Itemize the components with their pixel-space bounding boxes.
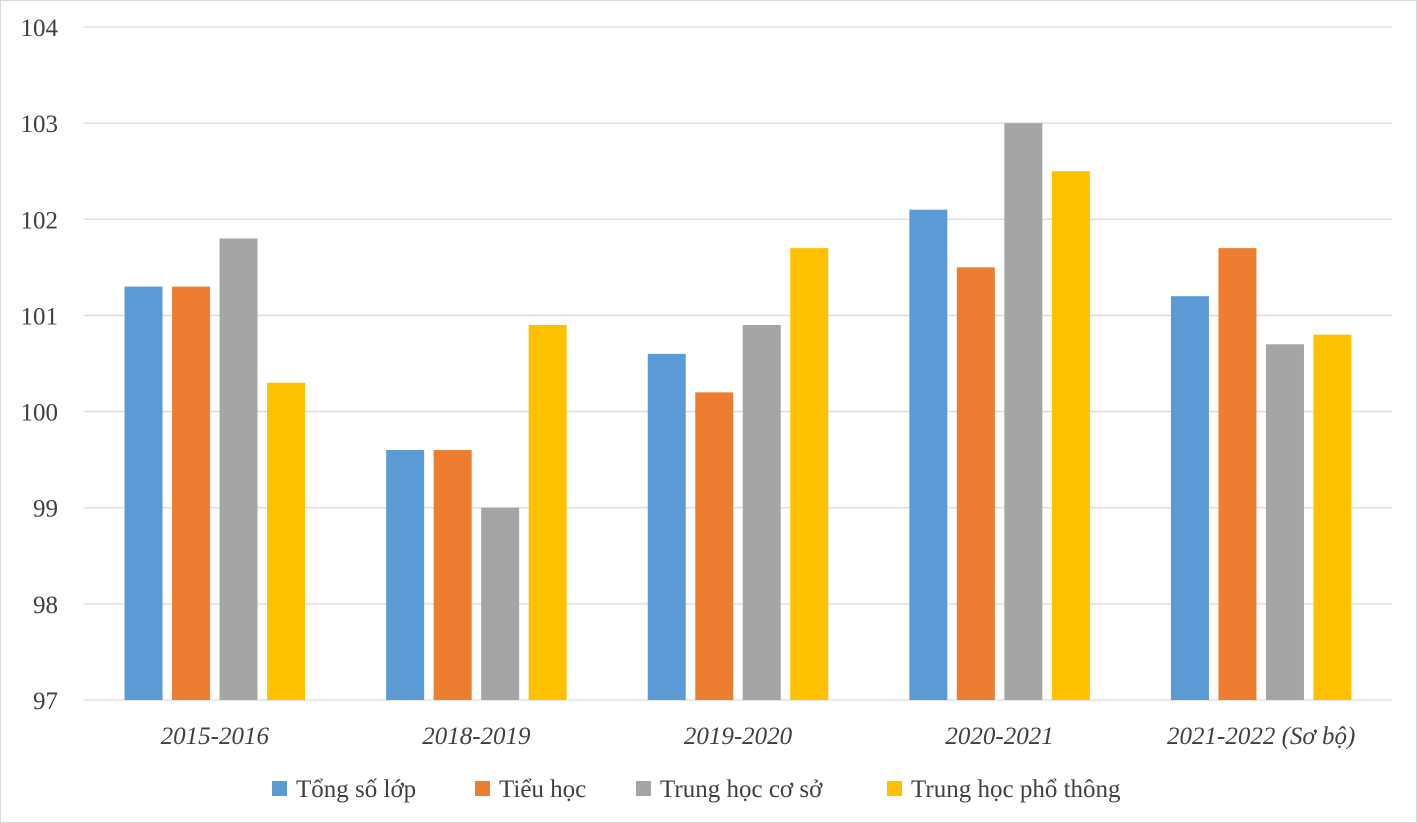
- legend-swatch: [887, 781, 902, 796]
- bar: [956, 267, 995, 700]
- bar: [647, 353, 686, 700]
- legend-swatch: [272, 781, 287, 796]
- bar: [1170, 296, 1209, 700]
- legend-label: Trung học cơ sở: [660, 776, 823, 803]
- x-tick-label: 2021-2022 (Sơ bộ): [1167, 723, 1355, 750]
- bars: [124, 123, 1352, 700]
- y-axis-ticks: 97 98 99 100 101 102 103 104: [21, 15, 59, 715]
- bar: [124, 286, 163, 700]
- x-tick-label: 2015-2016: [161, 723, 270, 750]
- bar: [695, 392, 734, 700]
- y-tick-label: 98: [33, 592, 58, 619]
- x-tick-label: 2020-2021: [945, 723, 1053, 750]
- legend-label: Tiểu học: [499, 776, 586, 803]
- bar: [1218, 248, 1257, 700]
- y-tick-label: 103: [21, 111, 59, 138]
- x-tick-label: 2018-2019: [422, 723, 531, 750]
- legend-label: Tổng số lớp: [296, 776, 416, 803]
- y-tick-label: 100: [21, 400, 59, 427]
- bar: [1313, 334, 1352, 700]
- bar: [433, 450, 472, 700]
- y-tick-label: 101: [21, 303, 59, 330]
- x-axis-categories: 2015-2016 2018-2019 2019-2020 2020-2021 2021…: [161, 723, 1356, 750]
- y-tick-label: 99: [33, 496, 58, 523]
- bar: [528, 325, 567, 700]
- x-tick-label: 2019-2020: [684, 723, 793, 750]
- y-tick-label: 97: [33, 688, 58, 715]
- bar: [742, 325, 781, 700]
- y-tick-label: 102: [21, 207, 59, 234]
- bar: [267, 382, 306, 700]
- bar: [1051, 171, 1090, 700]
- bar: [790, 248, 829, 700]
- bar: [1004, 123, 1043, 700]
- bar: [909, 209, 948, 700]
- bar: [481, 507, 520, 700]
- bar: [172, 286, 211, 700]
- legend-label: Trung học phổ thông: [911, 776, 1121, 803]
- legend-swatch: [475, 781, 490, 796]
- bar: [386, 450, 425, 700]
- legend: Tổng số lớp Tiểu học Trung học cơ sở Trung …: [272, 776, 1121, 803]
- y-tick-label: 104: [21, 15, 59, 42]
- legend-swatch: [636, 781, 651, 796]
- bar: [219, 238, 258, 700]
- bar: [1265, 344, 1304, 700]
